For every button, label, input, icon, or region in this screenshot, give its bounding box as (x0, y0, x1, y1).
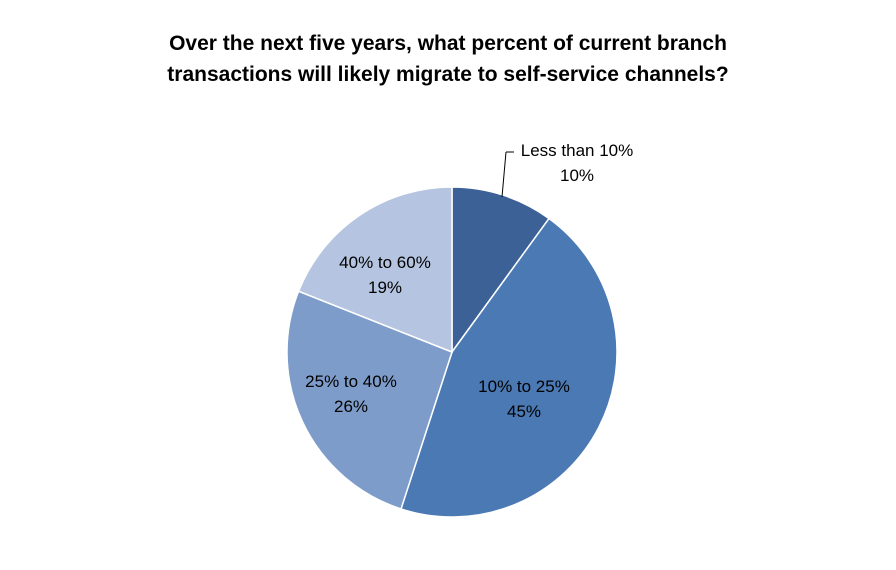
slice-label-40-to-60-name: 40% to 60% (339, 253, 431, 272)
leader-line-less-than-10 (501, 151, 507, 198)
chart-title: Over the next five years, what percent o… (98, 28, 798, 90)
slice-label-less-than-10-name: Less than 10% (521, 141, 633, 160)
slice-40-to-60 (297, 186, 453, 354)
chart-title-line-1: Over the next five years, what percent o… (169, 32, 727, 55)
slice-label-25-to-40-name: 25% to 40% (305, 372, 397, 391)
pie-slices (286, 186, 618, 518)
slice-label-40-to-60-value: 19% (368, 278, 402, 297)
slice-label-10-to-25-name: 10% to 25% (478, 377, 570, 396)
slice-label-less-than-10-value: 10% (560, 166, 594, 185)
chart-title-line-2: transactions will likely migrate to self… (167, 63, 729, 86)
slice-label-25-to-40-value: 26% (334, 397, 368, 416)
slice-25-to-40 (286, 290, 453, 510)
slice-label-10-to-25-value: 45% (507, 402, 541, 421)
slice-10-to-25 (400, 217, 618, 518)
slice-less-than-10 (451, 186, 551, 355)
